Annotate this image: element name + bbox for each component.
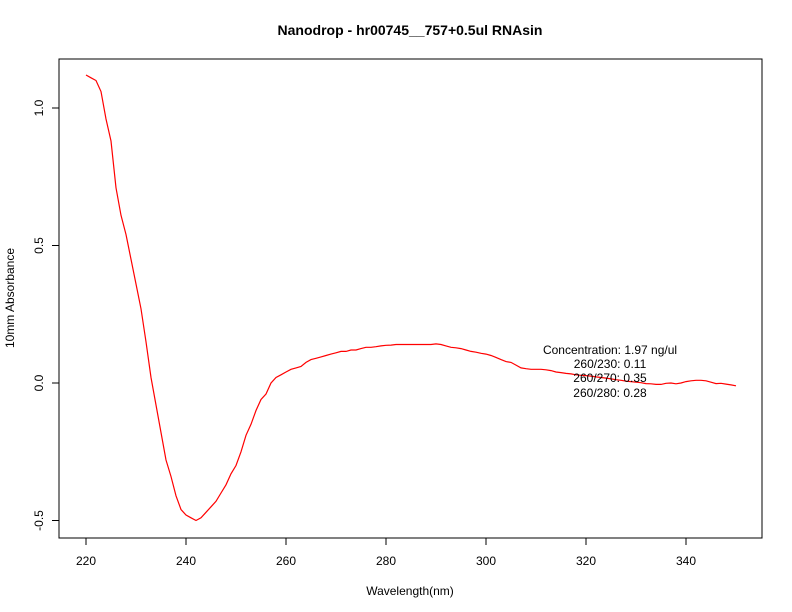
ratio-260-230-annotation: 260/230: 0.11 <box>574 357 647 371</box>
y-axis: -0.5 0.0 0.5 1.0 <box>32 99 60 531</box>
x-tick-label: 240 <box>176 554 196 568</box>
absorbance-series-line <box>85 74 737 522</box>
y-tick-label: 0.5 <box>32 237 46 254</box>
x-axis-label: Wavelength(nm) <box>366 584 454 598</box>
x-tick-label: 260 <box>276 554 296 568</box>
ratio-260-270-annotation: 260/270: 0.35 <box>573 371 647 385</box>
y-tick-label: 0.0 <box>32 374 46 391</box>
x-tick-label: 320 <box>576 554 596 568</box>
plot-frame <box>58 58 763 539</box>
x-tick-label: 280 <box>376 554 396 568</box>
stats-annotation: Concentration: 1.97 ng/ul 260/230: 0.11 … <box>543 343 677 400</box>
x-tick-label: 220 <box>76 554 96 568</box>
y-axis-label: 10mm Absorbance <box>3 248 17 348</box>
ratio-260-280-annotation: 260/280: 0.28 <box>573 386 647 400</box>
concentration-annotation: Concentration: 1.97 ng/ul <box>543 343 677 357</box>
chart-title: Nanodrop - hr00745__757+0.5ul RNAsin <box>278 22 543 38</box>
x-tick-label: 300 <box>476 554 496 568</box>
y-tick-label: 1.0 <box>32 99 46 116</box>
x-tick-label: 340 <box>676 554 696 568</box>
series-layer <box>85 74 737 522</box>
x-axis: 220 240 260 280 300 320 340 <box>76 537 696 568</box>
y-tick-label: -0.5 <box>32 510 46 531</box>
